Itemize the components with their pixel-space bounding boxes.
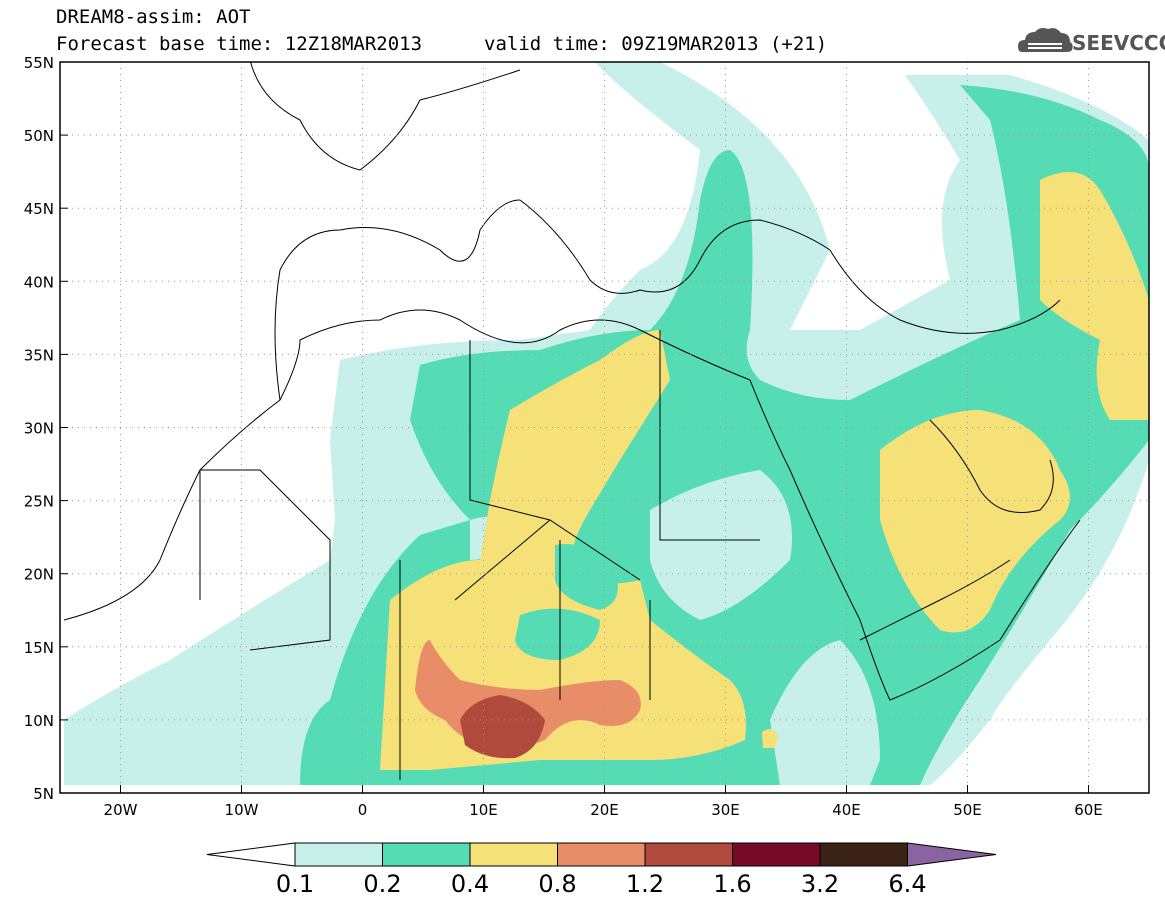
colorbar-box (294, 842, 383, 867)
lat-tick-label: 45N (24, 200, 54, 218)
lon-tick-label: 10E (469, 801, 498, 819)
colorbar-box (819, 842, 908, 867)
colorbar-level-label: 0.8 (538, 870, 577, 898)
colorbar-level-label: 6.4 (888, 870, 927, 898)
colorbar-level-label: 3.2 (800, 870, 840, 898)
lat-tick-label: 15N (24, 639, 54, 657)
colorbar-max-arrow (907, 842, 997, 867)
cloud-icon (1018, 28, 1073, 52)
colorbar-box (557, 842, 646, 867)
lat-tick-label: 10N (24, 712, 54, 730)
aot-field-1.2 (460, 695, 545, 759)
colorbar-box (644, 842, 733, 867)
lat-tick-label: 35N (24, 346, 54, 364)
map-title: DREAM8-assim: AOT (56, 6, 251, 28)
lat-tick-label: 25N (24, 493, 54, 511)
lon-tick-label: 10W (225, 801, 259, 819)
lon-tick-label: 40E (832, 801, 861, 819)
forecast-base-time: Forecast base time: 12Z18MAR2013 (56, 33, 423, 55)
lon-tick-label: 0 (358, 801, 368, 819)
colorbar (206, 842, 997, 867)
colorbar-level-label: 0.2 (363, 870, 402, 898)
lon-tick-label: 20E (590, 801, 619, 819)
colorbar-level-label: 1.2 (625, 870, 665, 898)
lon-tick-label: 30E (711, 801, 740, 819)
colorbar-box (382, 842, 471, 867)
lat-tick-label: 5N (33, 785, 54, 803)
colorbar-box (732, 842, 821, 867)
lat-tick-label: 20N (24, 566, 54, 584)
colorbar-level-label: 0.4 (450, 870, 490, 898)
colorbar-min-arrow (206, 842, 296, 867)
valid-time: valid time: 09Z19MAR2013 (+21) (484, 33, 828, 55)
lon-tick-label: 20W (104, 801, 138, 819)
seevccc-logo-text: SEEVCCC (1072, 31, 1165, 55)
lon-tick-label: 50E (953, 801, 982, 819)
lat-tick-label: 50N (24, 127, 54, 145)
lat-tick-label: 40N (24, 273, 54, 291)
colorbar-level-label: 0.1 (275, 870, 315, 898)
colorbar-box (469, 842, 558, 867)
lon-tick-label: 60E (1074, 801, 1103, 819)
aot-fields (64, 62, 1149, 785)
axis-ticks: 5N 10N 15N 20N 25N 30N 35N 40N 45N 50N 55N 20W 10W 0 1… (24, 54, 1103, 819)
lat-tick-label: 55N (24, 54, 54, 72)
lat-tick-label: 30N (24, 420, 54, 438)
colorbar-level-label: 1.6 (713, 870, 752, 898)
